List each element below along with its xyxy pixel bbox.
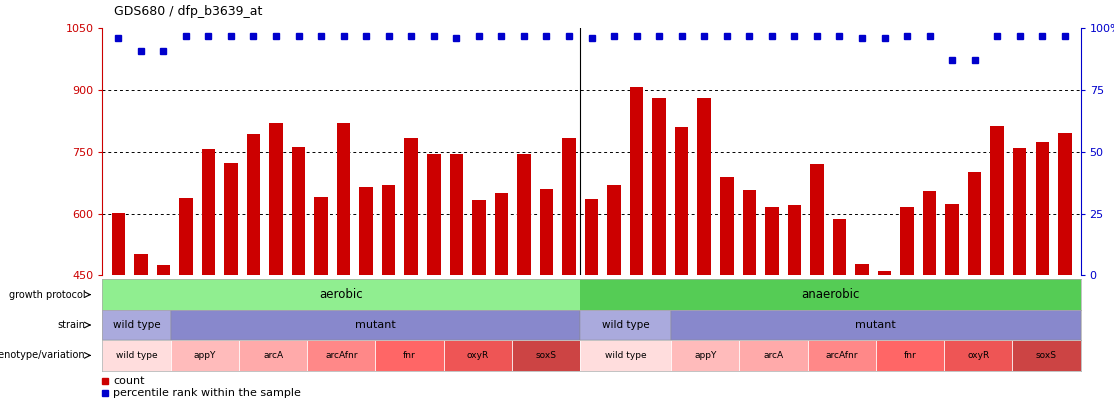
Bar bbox=[743, 190, 756, 275]
Bar bbox=[246, 134, 261, 275]
Text: oxyR: oxyR bbox=[467, 351, 489, 360]
Bar bbox=[102, 279, 580, 310]
Text: appY: appY bbox=[694, 351, 716, 360]
Bar bbox=[607, 185, 620, 275]
Bar bbox=[179, 198, 193, 275]
Text: strain: strain bbox=[57, 320, 86, 330]
Text: wild type: wild type bbox=[605, 351, 646, 360]
Bar bbox=[922, 191, 937, 275]
Text: aerobic: aerobic bbox=[320, 288, 363, 301]
Bar bbox=[944, 340, 1013, 371]
Bar bbox=[585, 199, 598, 275]
Bar bbox=[832, 219, 847, 275]
Bar bbox=[292, 147, 305, 275]
Bar bbox=[495, 193, 508, 275]
Bar bbox=[102, 340, 170, 371]
Bar bbox=[382, 185, 395, 275]
Bar bbox=[765, 207, 779, 275]
Bar bbox=[878, 271, 891, 275]
Bar bbox=[375, 340, 443, 371]
Bar bbox=[360, 187, 373, 275]
Text: fnr: fnr bbox=[403, 351, 416, 360]
Text: fnr: fnr bbox=[903, 351, 917, 360]
Bar bbox=[580, 279, 1081, 310]
Bar bbox=[1058, 133, 1072, 275]
Bar bbox=[450, 154, 463, 275]
Text: wild type: wild type bbox=[116, 351, 157, 360]
Text: mutant: mutant bbox=[856, 320, 897, 330]
Bar bbox=[404, 138, 418, 275]
Bar bbox=[856, 264, 869, 275]
Bar bbox=[517, 154, 530, 275]
Bar bbox=[788, 205, 801, 275]
Bar bbox=[427, 153, 440, 275]
Bar bbox=[990, 126, 1004, 275]
Text: count: count bbox=[114, 375, 145, 386]
Text: arcAfnr: arcAfnr bbox=[325, 351, 358, 360]
Bar bbox=[111, 213, 125, 275]
Bar bbox=[472, 200, 486, 275]
Bar bbox=[170, 310, 580, 340]
Bar bbox=[512, 340, 580, 371]
Bar bbox=[443, 340, 512, 371]
Bar bbox=[202, 149, 215, 275]
Bar bbox=[946, 204, 959, 275]
Bar bbox=[102, 310, 170, 340]
Text: GDS680 / dfp_b3639_at: GDS680 / dfp_b3639_at bbox=[114, 5, 262, 18]
Text: percentile rank within the sample: percentile rank within the sample bbox=[114, 388, 301, 398]
Bar bbox=[580, 340, 671, 371]
Bar bbox=[876, 340, 944, 371]
Bar bbox=[968, 173, 981, 275]
Text: arcAfnr: arcAfnr bbox=[825, 351, 858, 360]
Text: arcA: arcA bbox=[263, 351, 283, 360]
Bar bbox=[629, 87, 644, 275]
Text: arcA: arcA bbox=[763, 351, 783, 360]
Bar bbox=[671, 340, 740, 371]
Bar bbox=[1036, 143, 1049, 275]
Bar bbox=[580, 310, 671, 340]
Bar bbox=[240, 340, 307, 371]
Bar bbox=[671, 310, 1081, 340]
Bar bbox=[810, 164, 823, 275]
Bar bbox=[697, 98, 711, 275]
Bar bbox=[314, 197, 328, 275]
Bar bbox=[224, 163, 237, 275]
Bar bbox=[157, 265, 170, 275]
Bar bbox=[740, 340, 808, 371]
Bar bbox=[539, 189, 554, 275]
Text: soxS: soxS bbox=[1036, 351, 1057, 360]
Bar bbox=[336, 123, 351, 275]
Bar bbox=[1013, 148, 1026, 275]
Text: growth protocol: growth protocol bbox=[9, 290, 86, 300]
Text: wild type: wild type bbox=[602, 320, 649, 330]
Text: appY: appY bbox=[194, 351, 216, 360]
Bar bbox=[675, 127, 688, 275]
Text: genotype/variation: genotype/variation bbox=[0, 350, 86, 360]
Bar bbox=[720, 177, 733, 275]
Bar bbox=[307, 340, 375, 371]
Bar bbox=[653, 98, 666, 275]
Text: oxyR: oxyR bbox=[967, 351, 989, 360]
Text: wild type: wild type bbox=[113, 320, 160, 330]
Bar bbox=[900, 207, 913, 275]
Bar bbox=[170, 340, 240, 371]
Bar bbox=[563, 138, 576, 275]
Bar bbox=[1013, 340, 1081, 371]
Text: mutant: mutant bbox=[355, 320, 395, 330]
Bar bbox=[270, 123, 283, 275]
Bar bbox=[808, 340, 876, 371]
Text: anaerobic: anaerobic bbox=[801, 288, 860, 301]
Text: soxS: soxS bbox=[536, 351, 557, 360]
Bar bbox=[134, 254, 147, 275]
